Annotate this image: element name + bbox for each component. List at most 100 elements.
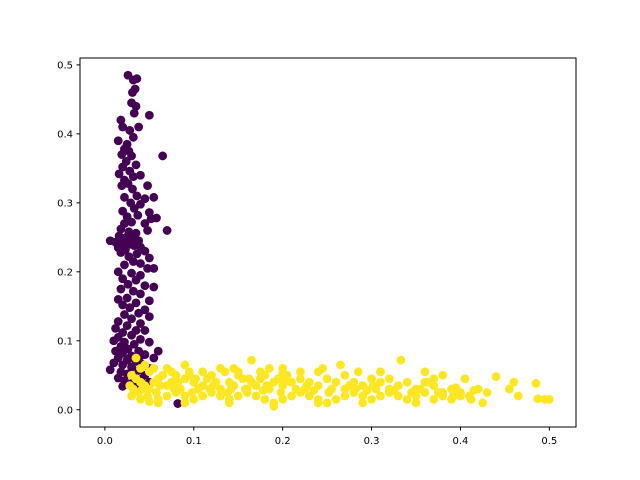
data-point-series-1 — [158, 370, 168, 380]
data-point-series-0 — [131, 298, 141, 308]
data-point-series-1 — [216, 391, 225, 401]
x-tick-label: 0.3 — [364, 436, 380, 447]
data-point-series-0 — [144, 296, 154, 306]
data-point-series-0 — [125, 126, 135, 135]
data-point-series-0 — [131, 275, 141, 285]
data-point-series-0 — [118, 381, 128, 391]
data-point-series-0 — [149, 263, 159, 273]
data-point-series-1 — [189, 395, 199, 404]
data-point-series-0 — [127, 268, 136, 278]
data-point-series-1 — [456, 391, 465, 401]
data-point-series-1 — [167, 367, 176, 377]
data-point-series-1 — [229, 363, 239, 373]
data-point-series-0 — [118, 274, 128, 284]
data-point-series-1 — [264, 363, 274, 373]
data-point-series-1 — [351, 384, 360, 394]
y-tick-label: 0.4 — [57, 129, 73, 140]
data-point-series-0 — [128, 132, 138, 142]
data-point-series-1 — [368, 381, 378, 391]
data-point-series-0 — [128, 257, 138, 266]
data-point-series-0 — [120, 310, 129, 319]
data-point-series-0 — [116, 224, 126, 234]
data-point-series-0 — [162, 226, 172, 235]
data-point-series-1 — [429, 374, 439, 384]
data-point-series-0 — [105, 365, 115, 375]
data-point-series-0 — [149, 353, 159, 363]
data-point-series-0 — [136, 289, 145, 299]
data-point-series-1 — [396, 355, 406, 365]
data-point-series-0 — [111, 346, 120, 356]
data-point-series-1 — [140, 360, 150, 370]
data-point-series-1 — [362, 386, 372, 395]
x-tick-label: 0.5 — [541, 436, 557, 447]
data-point-series-0 — [123, 279, 133, 289]
data-point-series-1 — [296, 374, 305, 384]
data-point-series-1 — [367, 395, 376, 404]
data-point-series-1 — [504, 384, 514, 394]
data-point-series-0 — [136, 335, 145, 344]
data-point-series-1 — [513, 391, 523, 401]
data-point-series-1 — [208, 381, 218, 391]
data-point-series-0 — [127, 151, 136, 161]
data-point-series-1 — [226, 384, 236, 394]
data-point-series-0 — [113, 267, 123, 277]
data-point-series-1 — [407, 388, 416, 397]
data-point-series-1 — [402, 377, 412, 387]
data-point-series-1 — [280, 377, 289, 387]
data-point-series-1 — [367, 374, 376, 384]
data-point-series-0 — [152, 213, 161, 223]
data-point-series-0 — [131, 160, 141, 170]
data-point-series-1 — [180, 360, 190, 370]
data-point-series-1 — [331, 395, 341, 404]
data-point-series-1 — [198, 381, 208, 391]
plot-area-frame — [79, 57, 577, 428]
data-point-series-0 — [140, 326, 150, 335]
data-point-series-1 — [131, 353, 141, 363]
data-point-series-0 — [144, 312, 154, 322]
data-point-series-0 — [140, 281, 150, 291]
data-point-series-0 — [122, 321, 132, 331]
data-point-series-0 — [149, 192, 159, 202]
data-point-series-0 — [122, 293, 132, 303]
data-point-series-1 — [429, 381, 439, 391]
data-point-series-0 — [127, 330, 136, 340]
data-point-series-1 — [262, 381, 272, 391]
data-point-series-1 — [322, 374, 332, 384]
y-tick-label: 0.2 — [57, 267, 73, 278]
data-point-series-0 — [149, 282, 159, 292]
data-point-series-1 — [278, 395, 288, 404]
data-point-series-1 — [469, 386, 479, 395]
data-point-series-1 — [384, 374, 394, 384]
data-point-series-1 — [313, 398, 323, 408]
data-point-series-1 — [340, 391, 350, 401]
data-point-series-1 — [216, 384, 225, 394]
data-point-series-1 — [358, 398, 368, 408]
data-point-series-0 — [129, 203, 139, 213]
y-tick-label: 0.5 — [57, 60, 73, 71]
data-point-series-1 — [416, 384, 425, 394]
data-point-series-0 — [118, 300, 128, 310]
data-point-series-0 — [109, 358, 119, 368]
data-point-series-1 — [276, 388, 286, 397]
data-point-series-0 — [117, 150, 127, 159]
data-point-series-0 — [128, 286, 138, 296]
data-point-series-1 — [216, 363, 225, 373]
data-point-series-1 — [137, 384, 147, 394]
data-point-series-1 — [180, 398, 190, 408]
data-point-series-0 — [116, 115, 126, 125]
data-point-series-1 — [167, 377, 176, 387]
data-point-series-1 — [411, 398, 421, 408]
data-point-series-1 — [324, 388, 334, 397]
data-point-series-1 — [491, 372, 501, 382]
data-point-series-0 — [127, 217, 136, 227]
data-point-series-0 — [128, 88, 137, 97]
data-point-series-1 — [238, 374, 248, 384]
data-point-series-0 — [128, 184, 137, 194]
data-point-series-1 — [125, 381, 135, 391]
data-point-series-1 — [389, 386, 399, 395]
data-point-series-0 — [140, 246, 150, 256]
data-point-series-0 — [144, 253, 154, 263]
data-point-series-1 — [152, 388, 161, 397]
data-point-series-0 — [117, 181, 127, 190]
data-point-series-1 — [302, 381, 312, 391]
